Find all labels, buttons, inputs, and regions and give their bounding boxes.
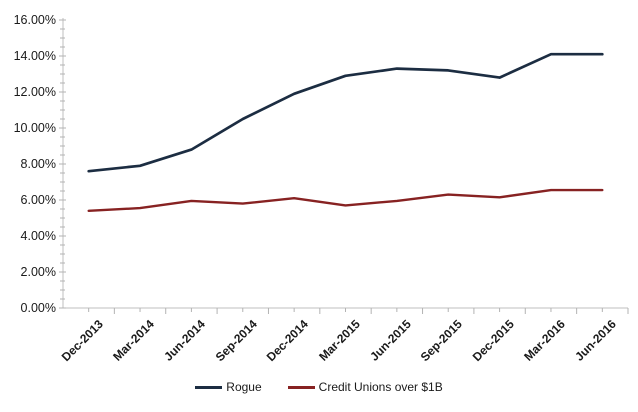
legend-line-sample-credit-unions-over-1b xyxy=(287,385,315,389)
legend: Rogue Credit Unions over $1B xyxy=(0,380,638,394)
series-line-rogue xyxy=(87,52,604,173)
y-axis-tick-label: 2.00% xyxy=(21,265,56,279)
series-line-credit-unions-over-1b xyxy=(87,188,604,213)
y-axis-tick-label: 10.00% xyxy=(14,121,56,135)
y-axis-tick-label: 12.00% xyxy=(14,85,56,99)
y-axis-tick-label: 16.00% xyxy=(14,13,56,27)
y-axis-tick-label: 4.00% xyxy=(21,229,56,243)
legend-item-credit-unions-over-1b: Credit Unions over $1B xyxy=(287,380,443,394)
legend-line-sample-rogue xyxy=(195,385,223,389)
y-axis-tick-label: 6.00% xyxy=(21,193,56,207)
y-axis-tick-label: 0.00% xyxy=(21,301,56,315)
legend-item-rogue: Rogue xyxy=(195,380,262,394)
y-axis-tick-label: 14.00% xyxy=(14,49,56,63)
legend-label-credit-unions-over-1b: Credit Unions over $1B xyxy=(318,380,443,394)
legend-label-rogue: Rogue xyxy=(226,380,262,394)
y-axis-tick-label: 8.00% xyxy=(21,157,56,171)
